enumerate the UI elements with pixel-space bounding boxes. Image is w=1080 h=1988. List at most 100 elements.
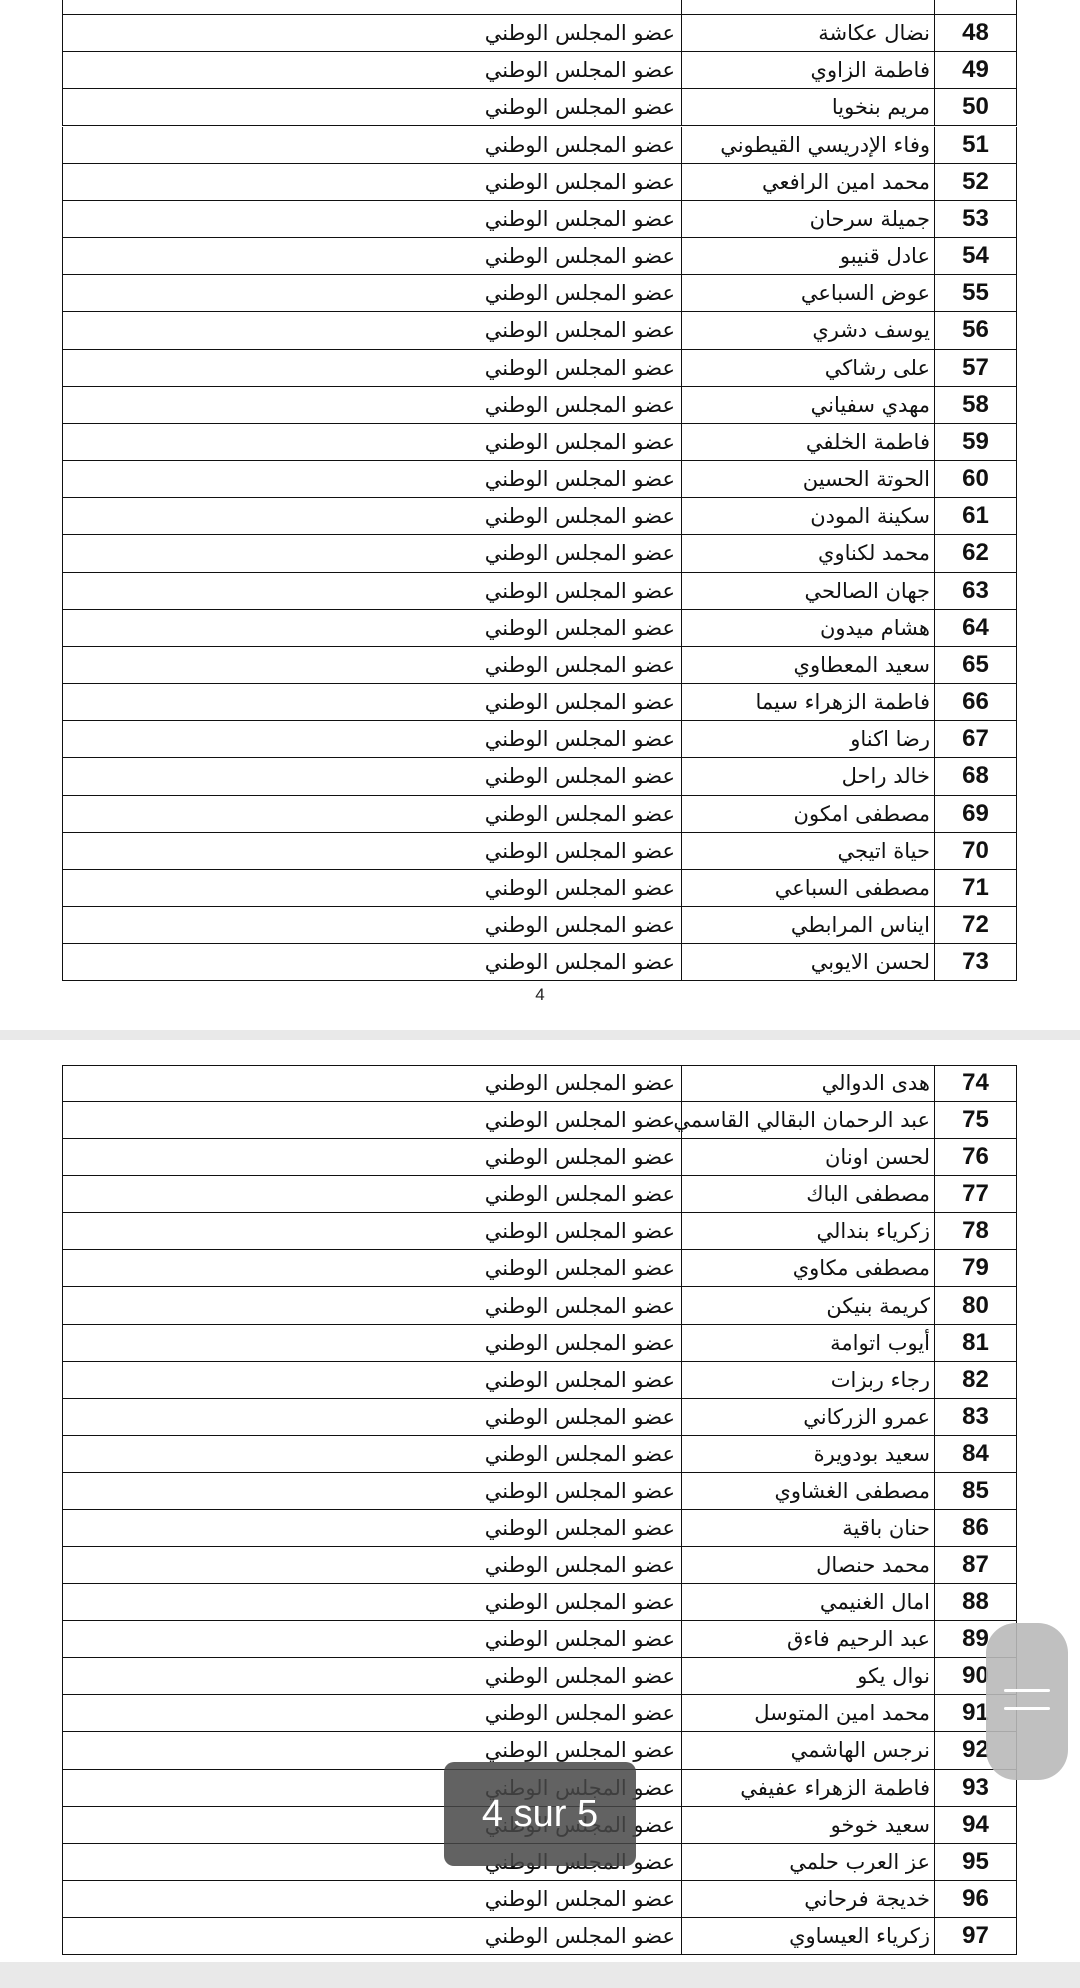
member-name: سعيد خوخو	[681, 1806, 934, 1843]
table-row: 79 مصطفى مكاوي عضو المجلس الوطني	[62, 1250, 1017, 1288]
table-top-border	[62, 1065, 1017, 1066]
member-name: خديجة فرحاني	[681, 1880, 934, 1917]
table-row: 87 محمد حنصال عضو المجلس الوطني	[62, 1547, 1017, 1585]
member-name: عوض السباعي	[681, 275, 934, 312]
member-role: عضو المجلس الوطني	[62, 721, 681, 758]
row-number: 48	[934, 15, 1017, 52]
row-number: 88	[934, 1584, 1017, 1621]
member-name: امال الغنيمي	[681, 1584, 934, 1621]
member-name: محمد لكناوي	[681, 535, 934, 572]
table-row: 68 خالد راحل عضو المجلس الوطني	[62, 758, 1017, 796]
member-role: عضو المجلس الوطني	[62, 609, 681, 646]
table-row: 84 سعيد بودويرة عضو المجلس الوطني	[62, 1435, 1017, 1473]
member-name: على رشاكي	[681, 349, 934, 386]
member-role: عضو المجلس الوطني	[62, 1398, 681, 1435]
row-number: 55	[934, 275, 1017, 312]
table-row: 76 لحسن اونان عضو المجلس الوطني	[62, 1139, 1017, 1177]
table-row: 77 مصطفى الباك عضو المجلس الوطني	[62, 1176, 1017, 1214]
row-number: 94	[934, 1806, 1017, 1843]
table-row: 78 زكرياء بندالي عضو المجلس الوطني	[62, 1213, 1017, 1251]
member-name: مصطفى السباعي	[681, 869, 934, 907]
member-role: عضو المجلس الوطني	[62, 1139, 681, 1176]
row-number: 69	[934, 795, 1017, 832]
member-name: نضال عكاشة	[681, 15, 934, 52]
table-row: 89 عبد الرحيم فاءق عضو المجلس الوطني	[62, 1621, 1017, 1659]
row-number: 59	[934, 423, 1017, 461]
row-number: 83	[934, 1398, 1017, 1435]
row-number: 72	[934, 907, 1017, 944]
table-row: 67 رضا اكناو عضو المجلس الوطني	[62, 721, 1017, 759]
member-role: عضو المجلس الوطني	[62, 1287, 681, 1324]
table-row-partial	[62, 0, 1017, 15]
row-number: 64	[934, 609, 1017, 646]
table-row: 96 خديجة فرحاني عضو المجلس الوطني	[62, 1880, 1017, 1918]
row-number: 73	[934, 944, 1017, 981]
row-number: 65	[934, 646, 1017, 684]
table-cell	[62, 0, 681, 14]
member-name: رضا اكناو	[681, 721, 934, 758]
member-name: جهان الصالحي	[681, 572, 934, 609]
member-role: عضو المجلس الوطني	[62, 349, 681, 386]
member-role: عضو المجلس الوطني	[62, 461, 681, 498]
row-number: 75	[934, 1102, 1017, 1139]
member-role: عضو المجلس الوطني	[62, 1695, 681, 1732]
member-role: عضو المجلس الوطني	[62, 758, 681, 795]
member-name: عمرو الزركاني	[681, 1398, 934, 1435]
table-row: 83 عمرو الزركاني عضو المجلس الوطني	[62, 1398, 1017, 1436]
row-number: 71	[934, 869, 1017, 907]
row-number: 84	[934, 1435, 1017, 1472]
member-role: عضو المجلس الوطني	[62, 52, 681, 89]
member-role: عضو المجلس الوطني	[62, 1176, 681, 1213]
member-role: عضو المجلس الوطني	[62, 200, 681, 237]
row-number: 49	[934, 52, 1017, 89]
member-name: عز العرب حلمي	[681, 1843, 934, 1880]
row-number: 60	[934, 461, 1017, 498]
member-name: فاطمة الزاوي	[681, 52, 934, 89]
page: 48 نضال عكاشة عضو المجلس الوطني 49 فاطمة الز…	[62, 0, 1017, 1005]
row-number: 85	[934, 1472, 1017, 1509]
member-name: خالد راحل	[681, 758, 934, 795]
table-row: 53 جميلة سرحان عضو المجلس الوطني	[62, 200, 1017, 238]
row-number: 77	[934, 1176, 1017, 1213]
member-role: عضو المجلس الوطني	[62, 944, 681, 981]
member-role: عضو المجلس الوطني	[62, 423, 681, 461]
member-name: زكرياء بندالي	[681, 1213, 934, 1250]
page-indicator: 4 sur 5	[444, 1762, 636, 1866]
table-row: 80 كريمة بنيكن عضو المجلس الوطني	[62, 1287, 1017, 1325]
scroll-handle[interactable]	[986, 1623, 1068, 1780]
member-name: فاطمة الزهراء عفيفي	[681, 1769, 934, 1806]
member-role: عضو المجلس الوطني	[62, 275, 681, 312]
table-row: 60 الحوتة الحسين عضو المجلس الوطني	[62, 461, 1017, 499]
row-number: 57	[934, 349, 1017, 386]
member-name: مصطفى الباك	[681, 1176, 934, 1213]
member-role: عضو المجلس الوطني	[62, 1509, 681, 1547]
table-row: 51 وفاء الإدريسي القيطوني عضو المجلس الوطن…	[62, 126, 1017, 164]
member-name: يوسف دشري	[681, 312, 934, 349]
table-row: 52 محمد امين الرافعي عضو المجلس الوطني	[62, 163, 1017, 201]
table-row: 63 جهان الصالحي عضو المجلس الوطني	[62, 572, 1017, 610]
row-number: 74	[934, 1065, 1017, 1102]
row-number: 61	[934, 498, 1017, 535]
member-name: حنان باقية	[681, 1509, 934, 1547]
member-role: عضو المجلس الوطني	[62, 535, 681, 572]
table-cell	[934, 0, 1017, 14]
member-name: مهدي سفياني	[681, 386, 934, 423]
member-name: محمد امين المتوسل	[681, 1695, 934, 1732]
member-role: عضو المجلس الوطني	[62, 1472, 681, 1509]
member-role: عضو المجلس الوطني	[62, 126, 681, 163]
table-row: 86 حنان باقية عضو المجلس الوطني	[62, 1509, 1017, 1548]
member-name: سعيد بودويرة	[681, 1435, 934, 1472]
table-row: 56 يوسف دشري عضو المجلس الوطني	[62, 312, 1017, 350]
table-row: 62 محمد لكناوي عضو المجلس الوطني	[62, 535, 1017, 573]
member-role: عضو المجلس الوطني	[62, 907, 681, 944]
table-row: 49 فاطمة الزاوي عضو المجلس الوطني	[62, 52, 1017, 90]
member-role: عضو المجلس الوطني	[62, 572, 681, 609]
page: 74 هدى الدوالي عضو المجلس الوطني 75 عبد الرح…	[0, 1040, 1080, 1962]
member-name: محمد امين الرافعي	[681, 163, 934, 200]
table-row: 91 محمد امين المتوسل عضو المجلس الوطني	[62, 1695, 1017, 1733]
member-name: لحسن اونان	[681, 1139, 934, 1176]
member-role: عضو المجلس الوطني	[62, 646, 681, 684]
member-role: عضو المجلس الوطني	[62, 1880, 681, 1917]
member-name: ايناس المرابطي	[681, 907, 934, 944]
table-row: 81 أيوب اتوامة عضو المجلس الوطني	[62, 1324, 1017, 1362]
